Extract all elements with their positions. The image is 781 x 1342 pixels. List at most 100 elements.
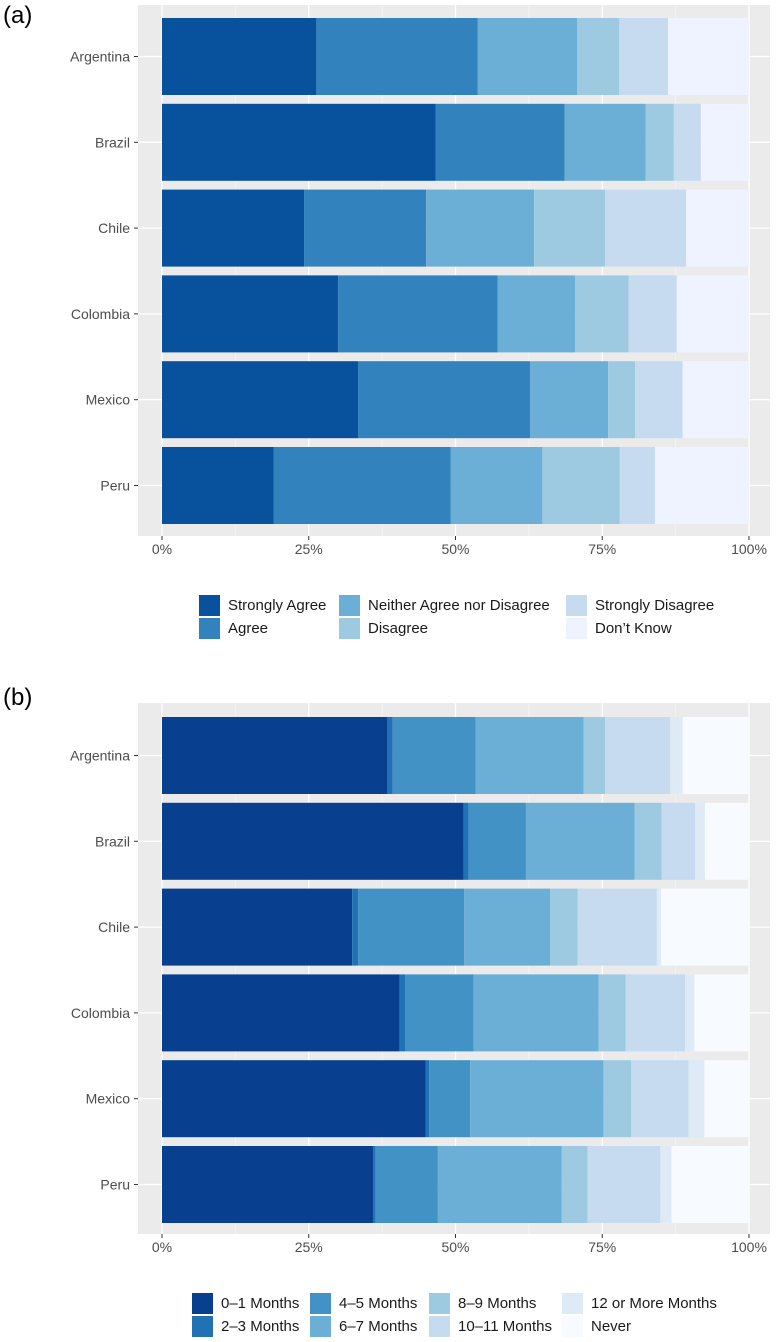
x-tick-label: 50% [441, 1239, 469, 1255]
bar-segment-disagree [577, 18, 620, 95]
legend-item: 10–11 Months [429, 1316, 552, 1337]
bar-segment-6-7-months [473, 974, 599, 1052]
bar-segment-10-11-months [577, 888, 657, 966]
bar-segment-never [704, 802, 749, 880]
bar-segment-don-t-know [667, 18, 749, 95]
bar-segment-strongly-disagree [673, 103, 701, 181]
legend-item: 6–7 Months [310, 1316, 417, 1337]
legend-item: Strongly Disagree [566, 595, 714, 616]
legend-swatch [310, 1293, 331, 1314]
x-tick-label: 0% [152, 1239, 172, 1255]
y-tick-label: Brazil [95, 134, 130, 150]
bar-segment-never [682, 717, 749, 794]
bar-segment-strongly-agree [162, 189, 305, 267]
legend-label: 12 or More Months [591, 1295, 717, 1312]
bar-segment-neither-agree-nor-disagree [450, 447, 543, 524]
legend-item: 4–5 Months [310, 1293, 417, 1314]
x-tick-label: 75% [588, 541, 616, 557]
y-tick-label: Argentina [70, 49, 130, 65]
legend-item: Neither Agree nor Disagree [339, 595, 550, 616]
legend-label: Disagree [368, 620, 429, 637]
legend-label: Agree [228, 620, 269, 637]
y-tick-label: Peru [100, 478, 130, 494]
x-tick-label: 25% [295, 541, 323, 557]
bar-segment-don-t-know [686, 189, 749, 267]
bar-segment-2-3-months [425, 1060, 430, 1138]
bar-segment-4-5-months [405, 974, 474, 1052]
legend-swatch [339, 618, 360, 639]
bar-segment-strongly-disagree [619, 18, 668, 95]
bar-segment-12-or-more-months [670, 717, 683, 794]
bar-segment-neither-agree-nor-disagree [477, 18, 578, 95]
y-tick-label: Colombia [71, 1005, 130, 1021]
bar-segment-6-7-months [470, 1060, 604, 1138]
bar-segment-10-11-months [625, 974, 686, 1052]
bar-segment-strongly-disagree [635, 361, 683, 439]
x-tick-label: 75% [588, 1239, 616, 1255]
legend-label: 6–7 Months [339, 1318, 418, 1335]
bar-segment-8-9-months [561, 1146, 588, 1223]
bar-segment-strongly-agree [162, 361, 359, 439]
bar-segment-4-5-months [358, 888, 465, 966]
bar-segment-strongly-agree [162, 447, 274, 524]
bar-segment-agree [316, 18, 478, 95]
legend-swatch [429, 1293, 450, 1314]
bar-segment-don-t-know [682, 361, 749, 439]
legend-label: 8–9 Months [458, 1295, 537, 1312]
legend-swatch [192, 1316, 213, 1337]
bar-segment-2-3-months [373, 1146, 376, 1223]
bar-segment-agree [435, 103, 565, 181]
y-tick-label: Colombia [71, 306, 130, 322]
bar-segment-strongly-agree [162, 275, 339, 353]
bar-segment-strongly-disagree [628, 275, 677, 353]
bar-segment-8-9-months [598, 974, 626, 1052]
bar-segment-6-7-months [475, 717, 584, 794]
bar-segment-4-5-months [392, 717, 476, 794]
bar-segment-never [660, 888, 749, 966]
bar-segment-0-1-months [162, 888, 353, 966]
bar-segment-agree [338, 275, 498, 353]
bar-segment-8-9-months [634, 802, 662, 880]
bar-segment-2-3-months [463, 802, 469, 880]
bar-segment-don-t-know [700, 103, 749, 181]
panel-a-label: (a) [3, 2, 33, 29]
legend-item: 12 or More Months [562, 1293, 717, 1314]
bar-segment-never [671, 1146, 749, 1223]
legend-label: 10–11 Months [458, 1318, 552, 1335]
bar-segment-strongly-disagree [605, 189, 687, 267]
bar-segment-0-1-months [162, 1060, 426, 1138]
bar-segment-12-or-more-months [656, 888, 661, 966]
legend-item: Agree [199, 618, 268, 639]
legend-swatch [199, 618, 220, 639]
bar-segment-neither-agree-nor-disagree [530, 361, 609, 439]
bar-segment-0-1-months [162, 802, 464, 880]
bar-segment-neither-agree-nor-disagree [426, 189, 535, 267]
legend-swatch [429, 1316, 450, 1337]
bar-segment-don-t-know [655, 447, 749, 524]
y-tick-label: Mexico [86, 1091, 131, 1107]
y-tick-label: Peru [100, 1177, 130, 1193]
bar-segment-strongly-agree [162, 18, 317, 95]
bar-segment-12-or-more-months [685, 974, 695, 1052]
y-tick-label: Mexico [86, 392, 131, 408]
bar-segment-10-11-months [631, 1060, 689, 1138]
bar-segment-12-or-more-months [660, 1146, 672, 1223]
y-tick-label: Chile [98, 919, 130, 935]
bar-segment-0-1-months [162, 974, 400, 1052]
bar-segment-2-3-months [399, 974, 406, 1052]
bar-segment-6-7-months [437, 1146, 562, 1223]
legend-swatch [192, 1293, 213, 1314]
legend-label: Strongly Disagree [595, 597, 715, 614]
bar-segment-don-t-know [676, 275, 749, 353]
legend-swatch [339, 595, 360, 616]
x-tick-label: 25% [295, 1239, 323, 1255]
bar-segment-4-5-months [468, 802, 526, 880]
bar-segment-12-or-more-months [694, 802, 705, 880]
bar-segment-6-7-months [464, 888, 551, 966]
legend-swatch [199, 595, 220, 616]
bar-segment-0-1-months [162, 1146, 374, 1223]
legend-swatch [566, 618, 587, 639]
bar-segment-strongly-agree [162, 103, 436, 181]
legend-item: Strongly Agree [199, 595, 326, 616]
